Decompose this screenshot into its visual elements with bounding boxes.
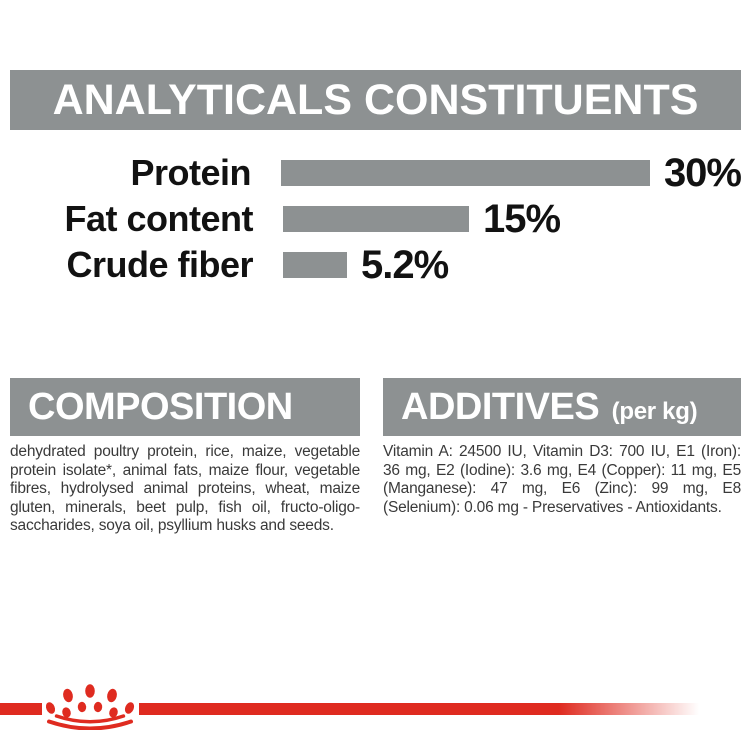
additives-section: ADDITIVES (per kg) Vitamin A: 24500 IU, … bbox=[383, 378, 741, 517]
composition-header-bar: COMPOSITION bbox=[10, 378, 360, 436]
royal-canin-crown-logo-icon bbox=[45, 684, 135, 730]
chart-row: Protein 30% bbox=[10, 150, 742, 196]
additives-title-suffix: (per kg) bbox=[611, 398, 698, 425]
analyticals-header-bar: ANALYTICALS CONSTITUENTS bbox=[10, 70, 741, 130]
chart-category-label: Protein bbox=[130, 152, 251, 193]
analytical-constituents-chart: Protein 30% Fat content 15% Crude fiber 5.2% bbox=[10, 150, 743, 288]
additives-header-bar: ADDITIVES (per kg) bbox=[383, 378, 741, 436]
chart-value-label: 5.2% bbox=[361, 242, 449, 287]
composition-text: dehydrated poultry protein, rice, maize,… bbox=[10, 443, 360, 535]
brand-stripe-right bbox=[139, 703, 699, 715]
composition-title: COMPOSITION bbox=[28, 386, 293, 428]
chart-category-label: Crude fiber bbox=[66, 244, 253, 285]
brand-stripe-left bbox=[0, 703, 42, 715]
chart-row: Fat content 15% bbox=[10, 196, 741, 242]
chart-bar bbox=[283, 206, 469, 232]
chart-bar bbox=[283, 252, 347, 278]
composition-section: COMPOSITION dehydrated poultry protein, … bbox=[10, 378, 360, 536]
additives-text: Vitamin A: 24500 IU, Vitamin D3: 700 IU,… bbox=[383, 443, 741, 516]
chart-category-label: Fat content bbox=[64, 198, 254, 239]
analyticals-title: ANALYTICALS CONSTITUENTS bbox=[52, 76, 699, 124]
chart-value-label: 30% bbox=[663, 150, 742, 195]
additives-title: ADDITIVES bbox=[401, 386, 600, 428]
chart-bar bbox=[281, 160, 650, 186]
chart-row: Crude fiber 5.2% bbox=[10, 242, 741, 288]
chart-value-label: 15% bbox=[483, 196, 561, 241]
